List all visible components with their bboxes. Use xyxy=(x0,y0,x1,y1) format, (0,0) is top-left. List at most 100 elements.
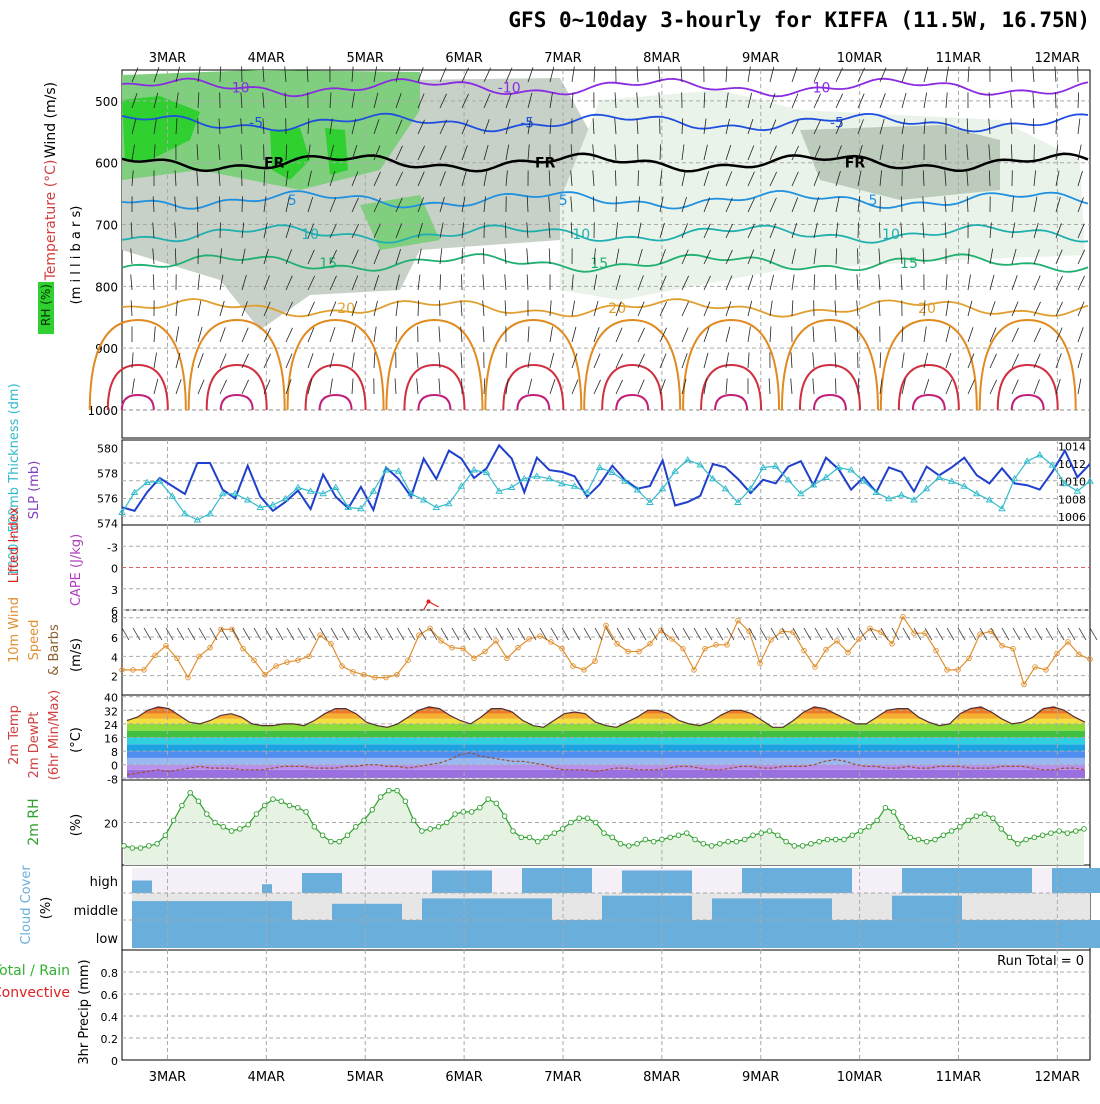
isotherm-label: 5 xyxy=(288,193,297,209)
wind-barb xyxy=(153,378,159,395)
wind-barb xyxy=(725,118,730,135)
wind-barb-staff xyxy=(637,301,645,317)
wind-barb xyxy=(967,222,969,239)
wind-barb-staff xyxy=(395,274,400,291)
wind-barb-staff xyxy=(659,144,661,161)
wind-barb-staff xyxy=(1055,275,1063,291)
wind-barb xyxy=(505,378,509,395)
rh2m-label: 2m RH xyxy=(26,798,42,845)
isotherm-label: 10 xyxy=(301,227,319,243)
wind-barb xyxy=(834,300,837,317)
surface-wind-barb xyxy=(462,627,471,641)
wind-barb-staff xyxy=(1033,327,1041,343)
wind-barb-staff xyxy=(659,249,666,265)
wind-barb xyxy=(329,327,336,343)
wind-barb xyxy=(373,197,382,213)
wind-barb xyxy=(218,170,221,187)
wind-barb xyxy=(989,327,997,343)
wind-barb-staff xyxy=(483,67,491,83)
wind-barb-staff xyxy=(1077,249,1085,265)
wind-barb-staff xyxy=(747,352,750,369)
wind-barb xyxy=(241,353,249,369)
wind-barb-staff xyxy=(879,93,886,109)
wind-barb xyxy=(945,379,953,395)
rh-point xyxy=(915,836,922,843)
wind10-point xyxy=(163,642,169,649)
wind-barb-staff xyxy=(681,196,687,213)
wind-barb-staff xyxy=(219,379,227,395)
rh-point xyxy=(733,838,740,845)
wind-barb xyxy=(1055,327,1063,343)
wind-barb-staff xyxy=(681,118,684,135)
wind-barb-staff xyxy=(1033,301,1041,317)
wind-barb xyxy=(483,170,488,187)
date-label-bottom: 5MAR xyxy=(347,1070,384,1085)
wind-barb xyxy=(725,171,733,187)
surface-wind-barb xyxy=(363,627,372,641)
temp-minmax-label: (6hr Min/Max) xyxy=(47,690,62,780)
thickness-line xyxy=(121,454,1091,521)
wind-barb-staff xyxy=(285,118,287,135)
wind-barb xyxy=(307,249,315,265)
wind-barb-staff xyxy=(527,352,531,369)
wind-barb xyxy=(857,170,862,187)
wind-barb-staff xyxy=(197,300,202,317)
wind-barb xyxy=(835,196,840,213)
surface-wind-barb xyxy=(242,627,251,641)
wind-barb-staff xyxy=(527,326,530,343)
cloud-cover-label: Cloud Cover xyxy=(19,865,34,945)
wind-barb xyxy=(615,301,622,317)
wind-tick-label: 6 xyxy=(111,632,118,645)
wind-barb-staff xyxy=(482,274,485,291)
wind-barb-staff xyxy=(857,144,863,161)
wind-barb xyxy=(395,145,403,161)
wind-barb-staff xyxy=(505,93,512,109)
wind-barb-staff xyxy=(175,92,179,109)
wind10-point xyxy=(361,671,367,678)
wind-barb-staff xyxy=(438,326,441,343)
thickness-point xyxy=(885,494,893,502)
wind-barb-staff xyxy=(395,352,397,369)
temp-color-band xyxy=(127,708,1085,714)
wind-barb xyxy=(1054,66,1057,83)
wind-barb xyxy=(791,93,799,109)
page-title: GFS 0~10day 3-hourly for KIFFA (11.5W, 1… xyxy=(508,8,1090,32)
surface-wind-barb xyxy=(451,627,460,641)
wind-barb xyxy=(263,170,266,187)
date-label-bottom: 10MAR xyxy=(837,1070,883,1085)
wind10-point xyxy=(1032,664,1038,670)
wind-barb xyxy=(1010,92,1013,109)
wind-barb xyxy=(1032,92,1035,109)
wind-barb xyxy=(1055,301,1063,317)
precip-tick-label: 0.6 xyxy=(101,989,119,1002)
wind-barb xyxy=(835,67,843,83)
wind-barb-staff xyxy=(527,170,529,187)
rh-shade-bright-green xyxy=(122,96,200,160)
wind-barb-staff xyxy=(373,326,377,343)
thickness-point xyxy=(457,482,466,489)
surface-wind-barb xyxy=(528,627,537,641)
wind-barb-staff xyxy=(197,326,203,343)
rh-point xyxy=(212,819,218,826)
wind-barb xyxy=(659,301,667,317)
wind-barb xyxy=(1055,170,1060,187)
wind10-point xyxy=(460,645,466,652)
wind-barb-staff xyxy=(703,92,706,109)
cloud-middle-label: middle xyxy=(74,904,118,919)
wind-barb-staff xyxy=(549,274,551,291)
wind-barb-staff xyxy=(284,92,287,109)
cloud-block xyxy=(712,898,832,920)
wind-barb-staff xyxy=(1055,196,1061,213)
wind-barb xyxy=(637,301,645,317)
thickness-point xyxy=(1061,479,1069,487)
wind-barb xyxy=(637,144,639,161)
wind-barb-staff xyxy=(989,196,991,213)
wind-barb-staff xyxy=(131,93,138,109)
wind-barb-staff xyxy=(1011,301,1019,317)
wind-barb xyxy=(153,170,155,187)
wind-barb-staff xyxy=(857,170,862,187)
rh-point xyxy=(501,813,508,819)
wind10-point xyxy=(1065,639,1071,645)
wind-barb-staff xyxy=(725,249,733,265)
wind-barb xyxy=(285,170,289,187)
